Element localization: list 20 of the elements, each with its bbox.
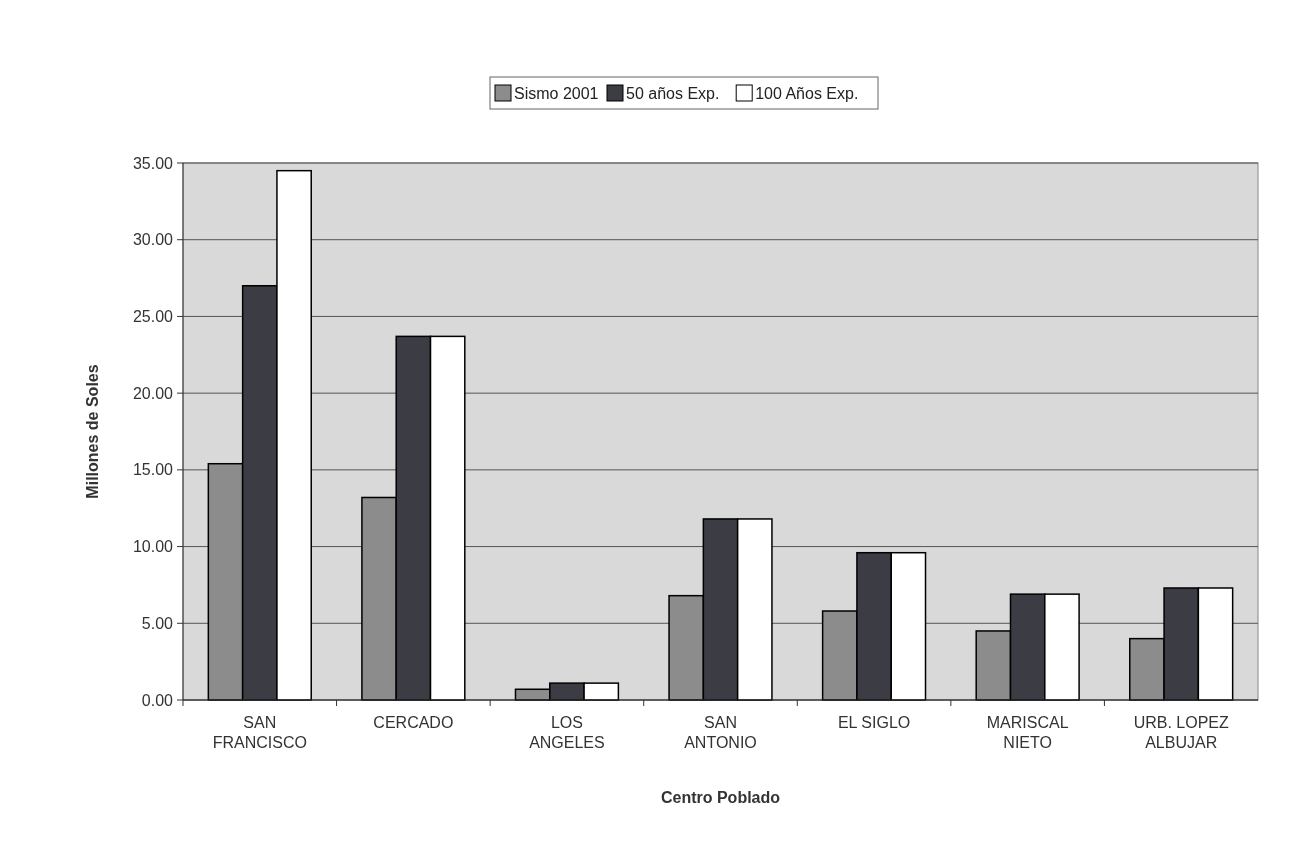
y-tick-label: 15.00 xyxy=(132,461,174,479)
y-tick-label: 35.00 xyxy=(132,154,174,172)
legend-label: Sismo 2001 xyxy=(514,84,599,102)
y-axis-title: Millones de Soles xyxy=(84,364,101,499)
x-tick-label: SAN ANTONIO xyxy=(684,714,757,751)
y-tick-label: 0.00 xyxy=(141,691,174,709)
y-tick-label: 20.00 xyxy=(132,384,174,402)
x-tick-label: MARISCAL NIETO xyxy=(986,714,1069,751)
legend-label: 100 Años Exp. xyxy=(755,84,859,102)
x-tick-label: URB. LOPEZ ALBUJAR xyxy=(1133,714,1229,751)
x-axis-title: Centro Poblado xyxy=(660,789,781,806)
legend-label: 50 años Exp. xyxy=(626,84,720,102)
y-tick-label: 25.00 xyxy=(132,308,174,326)
x-tick-label: CERCADO xyxy=(373,714,454,731)
y-tick-label: 10.00 xyxy=(132,538,174,556)
y-tick-label: 30.00 xyxy=(132,231,174,249)
x-tick-label: LOS ANGELES xyxy=(529,714,605,751)
y-tick-label: 5.00 xyxy=(141,614,174,632)
x-tick-label: EL SIGLO xyxy=(837,714,911,731)
x-tick-label: SAN FRANCISCO xyxy=(212,714,307,751)
